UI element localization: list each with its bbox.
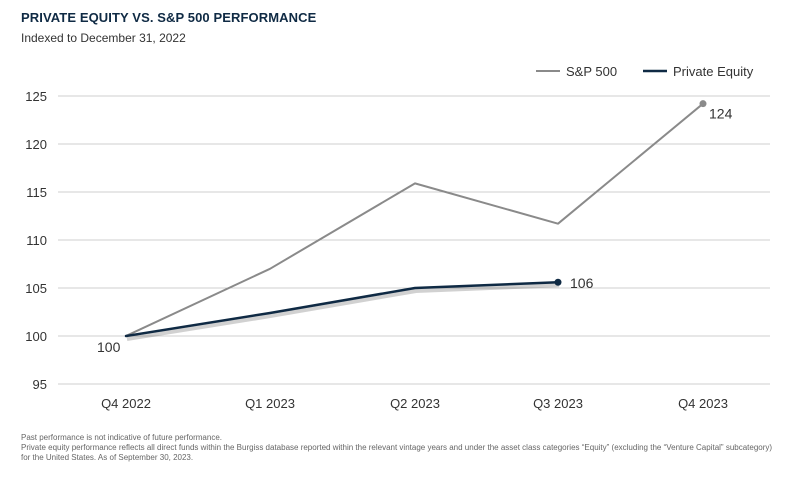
footnote-disclaimer: Past performance is not indicative of fu… (21, 433, 222, 442)
line-chart: 95 100 105 110 115 120 125 Q4 2022 Q1 2023 Q2 20… (25, 64, 770, 411)
private-equity-end-label: 106 (570, 275, 594, 291)
y-tick-label: 115 (26, 185, 47, 200)
legend-item-sp500-label: S&P 500 (566, 64, 617, 79)
sp500-end-label: 124 (709, 106, 733, 122)
sp500-line (125, 102, 704, 337)
y-tick-label: 120 (25, 137, 47, 152)
x-tick-label: Q4 2022 (101, 396, 151, 411)
sp500-end-marker (699, 100, 707, 108)
data-labels: 124 106 100 (97, 106, 733, 355)
chart-subtitle: Indexed to December 31, 2022 (21, 31, 186, 45)
series-lines (124, 100, 707, 341)
x-axis-ticks: Q4 2022 Q1 2023 Q2 2023 Q3 2023 Q4 2023 (101, 396, 728, 411)
y-tick-label: 95 (33, 377, 47, 392)
x-tick-label: Q4 2023 (678, 396, 728, 411)
x-tick-label: Q2 2023 (390, 396, 440, 411)
y-tick-label: 125 (25, 89, 47, 104)
start-value-label: 100 (97, 339, 121, 355)
y-tick-label: 100 (25, 329, 47, 344)
private-equity-line (124, 280, 560, 338)
footnotes: Past performance is not indicative of fu… (21, 433, 781, 463)
legend-item-private-equity-label: Private Equity (673, 64, 754, 79)
legend: S&P 500 Private Equity (536, 64, 754, 79)
series-line-shadow (126, 283, 560, 341)
y-tick-label: 105 (25, 281, 47, 296)
gridlines (58, 95, 770, 385)
y-axis-ticks: 95 100 105 110 115 120 125 (25, 89, 47, 392)
private-equity-end-marker (554, 278, 562, 286)
y-tick-label: 110 (26, 233, 47, 248)
x-tick-label: Q3 2023 (533, 396, 583, 411)
footnote-methodology: Private equity performance reflects all … (21, 443, 773, 462)
chart-title: PRIVATE EQUITY VS. S&P 500 PERFORMANCE (21, 10, 317, 25)
x-tick-label: Q1 2023 (245, 396, 295, 411)
